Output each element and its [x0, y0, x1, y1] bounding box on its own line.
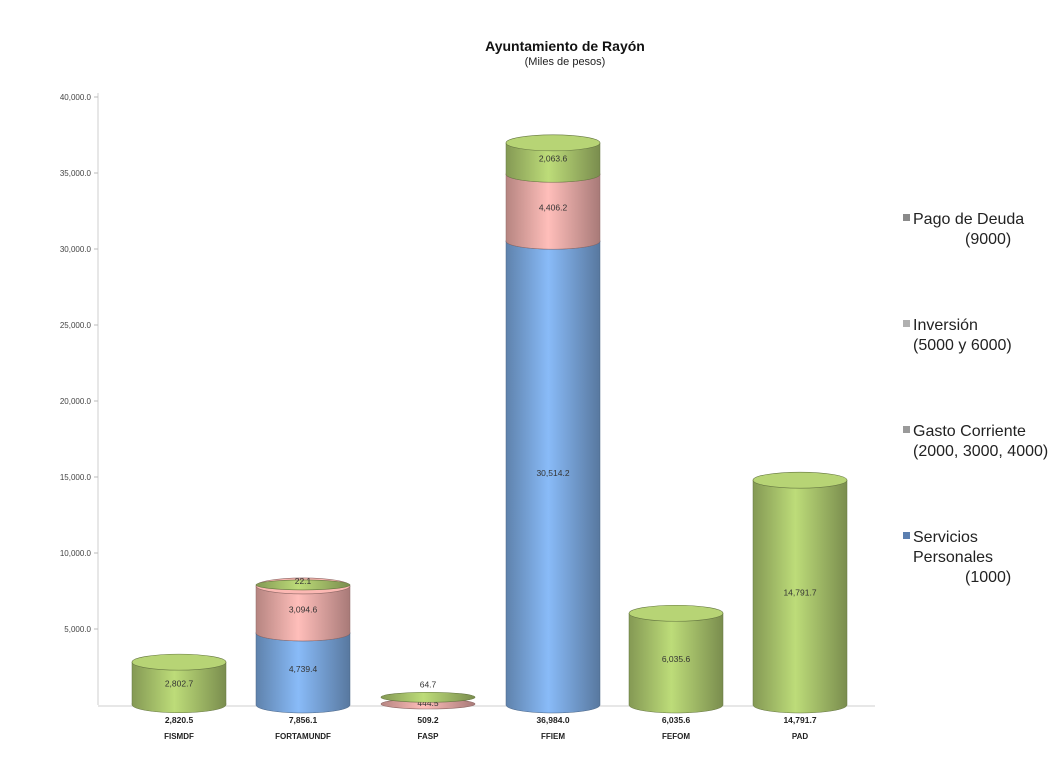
bar-segment [752, 479, 848, 714]
data-label: 64.7 [420, 679, 437, 689]
legend-swatch-gasto-corriente [903, 426, 910, 434]
total-label: 509.2 [417, 715, 439, 725]
legend-label-2: Personales [913, 549, 994, 566]
y-tick-label: 20,000.0 [60, 397, 92, 406]
bar-segment [505, 240, 601, 714]
data-label: 3,094.6 [289, 604, 318, 614]
legend-item-pago-deuda: Pago de Deuda (9000) [903, 210, 1024, 250]
bar-segment [255, 579, 351, 591]
y-tick-label: 35,000.0 [60, 169, 92, 178]
legend-item-servicios-personales: Servicios Personales (1000) [903, 528, 1011, 588]
chart-subtitle: (Miles de pesos) [524, 56, 606, 68]
data-label: 22.1 [295, 576, 312, 586]
bar-segment [255, 632, 351, 714]
category-label: FFIEM [541, 732, 565, 741]
bar-segment-top [131, 653, 227, 671]
legend-label: Inversión [913, 317, 978, 334]
bar-segment [628, 613, 724, 714]
data-label: 2,802.7 [165, 678, 194, 688]
bar-segment [255, 585, 351, 642]
legend-label-2: (9000) [965, 231, 1012, 248]
legend-swatch-pago-deuda [903, 214, 910, 222]
y-tick-label: 5,000.0 [64, 625, 91, 634]
bar-segment [131, 661, 227, 713]
category-label: FEFOM [662, 732, 690, 741]
category-label: FISMDF [164, 732, 194, 741]
y-tick-label: 10,000.0 [60, 549, 92, 558]
legend-label-2: (2000, 3000, 4000) [913, 443, 1049, 460]
legend-item-gasto-corriente: Gasto Corriente (2000, 3000, 4000) [903, 422, 1048, 462]
y-tick-label: 30,000.0 [60, 245, 92, 254]
legend-item-inversion: Inversión (5000 y 6000) [903, 316, 1012, 356]
data-label: 30,514.2 [536, 468, 569, 478]
total-label: 7,856.1 [289, 715, 318, 725]
bar-segment [380, 691, 476, 703]
data-label: 2,063.6 [539, 154, 568, 164]
y-tick-label: 25,000.0 [60, 321, 92, 330]
data-label: 14,791.7 [783, 588, 816, 598]
total-label: 14,791.7 [783, 715, 816, 725]
category-label: FASP [418, 732, 440, 741]
data-label: 6,035.6 [662, 654, 691, 664]
legend-label-2: (5000 y 6000) [913, 337, 1012, 354]
data-label: 4,739.4 [289, 664, 318, 674]
bar-segment-top [752, 471, 848, 489]
legend-label: Servicios [913, 529, 978, 546]
data-label: 444.5 [417, 698, 439, 708]
category-label: FORTAMUNDF [275, 732, 331, 741]
bar-segment [505, 173, 601, 250]
bar-segment [505, 142, 601, 183]
legend-swatch-inversion [903, 320, 910, 328]
y-tick-label: 15,000.0 [60, 473, 92, 482]
bar-segment-top [628, 604, 724, 622]
y-tick-label: 40,000.0 [60, 93, 92, 102]
legend-swatch-servicios-personales [903, 532, 910, 540]
total-label: 2,820.5 [165, 715, 194, 725]
legend-label: Gasto Corriente [913, 423, 1026, 440]
data-label: 4,406.2 [539, 203, 568, 213]
category-label: PAD [792, 732, 809, 741]
bar-segment-top [505, 134, 601, 152]
total-label: 6,035.6 [662, 715, 691, 725]
legend-label: Pago de Deuda [913, 211, 1025, 228]
chart-title: Ayuntamiento de Rayón [485, 38, 645, 54]
legend-label-3: (1000) [965, 569, 1012, 586]
total-label: 36,984.0 [536, 715, 569, 725]
